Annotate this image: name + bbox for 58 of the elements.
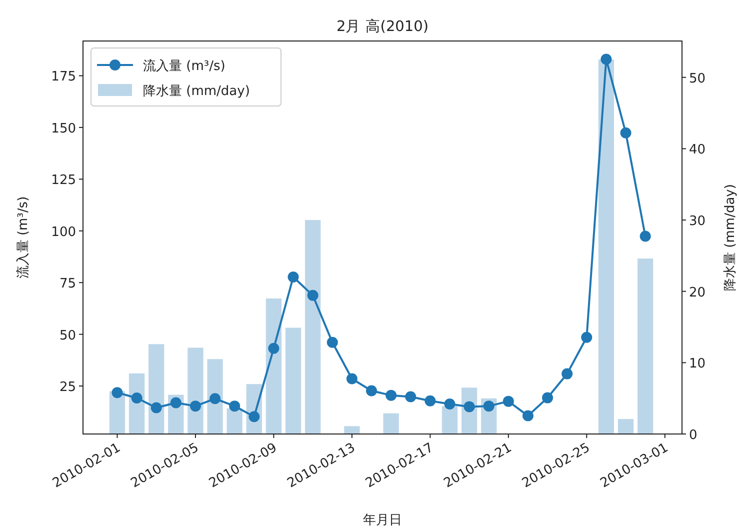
point [268, 342, 280, 354]
point [248, 411, 260, 422]
point [112, 387, 123, 398]
y-tick-label: 50 [59, 328, 76, 344]
y2-tick-label: 50 [689, 71, 706, 86]
chart-title: 2月 高(2010) [336, 18, 429, 35]
y-tick-label: 175 [51, 70, 76, 85]
x-axis-title: 年月日 [363, 513, 402, 528]
bar [344, 426, 360, 434]
point [640, 230, 651, 242]
bar [598, 60, 614, 434]
point [522, 410, 534, 422]
y2-tick-label: 10 [689, 356, 706, 372]
y2-tick-label: 0 [689, 428, 698, 443]
point [405, 391, 416, 402]
point [483, 400, 494, 412]
bar [442, 406, 458, 434]
bar [304, 220, 321, 434]
y-tick-label: 150 [51, 121, 76, 136]
point [444, 398, 456, 410]
bar [618, 419, 634, 434]
bar [266, 298, 282, 434]
bar [188, 348, 204, 434]
y2-axis-title: 降水量 (mm/day) [723, 184, 738, 291]
point [620, 127, 632, 138]
y2-tick-label: 40 [689, 142, 706, 158]
point [346, 373, 358, 384]
point [288, 272, 299, 283]
point [131, 392, 142, 404]
bar [148, 344, 164, 434]
y-tick-label: 75 [59, 276, 76, 292]
y2-tick-label: 30 [689, 214, 706, 230]
bar [285, 328, 302, 434]
point [562, 368, 573, 380]
point [502, 396, 514, 407]
point [210, 393, 221, 404]
y-tick-label: 125 [51, 173, 76, 188]
point [307, 290, 318, 301]
legend-label: 降水量 (mm/day) [143, 84, 250, 99]
point [542, 392, 554, 404]
legend-label: 流入量 (m³/s) [143, 58, 226, 74]
point [386, 390, 397, 401]
bar [383, 413, 399, 434]
y2-tick-label: 20 [689, 285, 706, 300]
point [170, 397, 182, 408]
point [190, 400, 201, 412]
point [229, 400, 240, 412]
point [581, 332, 592, 343]
y-tick-label: 25 [59, 380, 76, 396]
point [326, 336, 338, 348]
point [424, 395, 436, 406]
point [366, 385, 377, 396]
point [150, 402, 162, 414]
y-axis-title: 流入量 (m³/s) [15, 196, 31, 279]
bar [638, 258, 654, 434]
point [600, 54, 612, 65]
y-tick-label: 100 [51, 224, 76, 240]
bar [207, 359, 223, 434]
